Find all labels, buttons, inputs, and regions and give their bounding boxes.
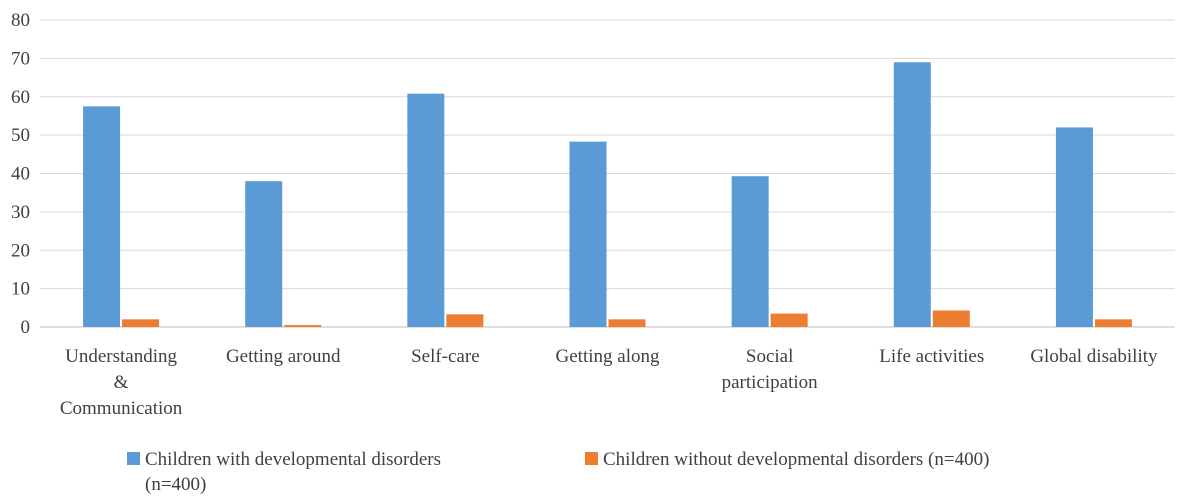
y-tick-label: 30 [11, 202, 30, 223]
x-category-label: Global disability [1030, 346, 1158, 367]
y-tick-label: 70 [11, 48, 30, 69]
x-category-label: Life activities [879, 346, 984, 367]
bar-with-disorders [1055, 127, 1093, 327]
bar-with-disorders [893, 62, 931, 328]
x-category-label: Getting around [226, 346, 341, 367]
legend-label: Children with developmental disorders [145, 449, 441, 470]
bars [83, 62, 1132, 328]
legend-swatch [585, 452, 598, 465]
bar-with-disorders [569, 141, 607, 327]
x-category-label: Communication [60, 398, 183, 419]
y-tick-label: 0 [21, 317, 31, 338]
y-axis: 0 10 20 30 40 50 60 70 80 [11, 10, 30, 338]
x-category-label: & [114, 372, 129, 393]
bar-with-disorders [245, 181, 283, 327]
x-category-label: participation [722, 372, 819, 393]
y-tick-label: 80 [11, 10, 30, 31]
y-tick-label: 10 [11, 279, 30, 300]
x-category-label: Social [746, 346, 794, 367]
y-tick-label: 50 [11, 125, 30, 146]
y-tick-label: 60 [11, 87, 30, 108]
bar-with-disorders [83, 106, 121, 327]
bar-with-disorders [407, 93, 445, 328]
x-axis: Understanding & Communication Getting aroun… [60, 346, 1158, 419]
bar-without-disorders [284, 325, 322, 327]
bar-without-disorders [122, 319, 160, 327]
bar-without-disorders [770, 313, 808, 327]
legend-label: Children without developmental disorders… [603, 449, 989, 470]
bar-without-disorders [608, 319, 646, 327]
legend: Children with developmental disorders (n=… [127, 449, 989, 495]
legend-swatch [127, 452, 140, 465]
x-category-label: Self-care [411, 346, 480, 367]
y-tick-label: 20 [11, 240, 30, 261]
bar-with-disorders [731, 176, 769, 327]
gridlines [40, 19, 1175, 328]
x-category-label: Getting along [556, 346, 660, 367]
bar-without-disorders [1094, 319, 1132, 327]
x-category-label: Understanding [65, 346, 177, 367]
legend-label: (n=400) [145, 474, 206, 495]
y-tick-label: 40 [11, 164, 30, 185]
bar-without-disorders [446, 314, 484, 327]
bar-without-disorders [932, 310, 970, 327]
